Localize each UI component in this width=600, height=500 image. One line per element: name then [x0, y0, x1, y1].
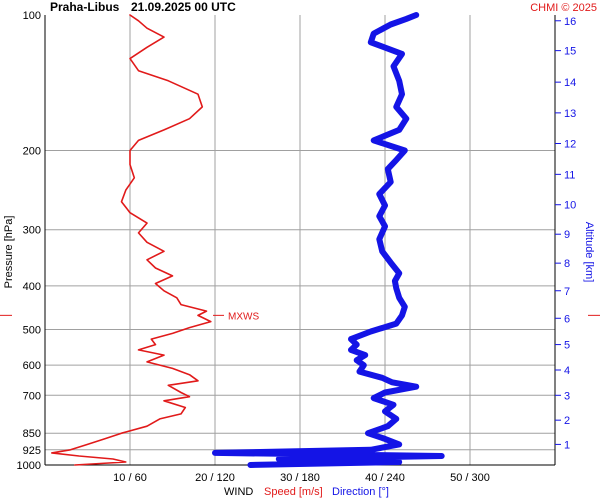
pressure-tick-label: 200 [23, 145, 41, 157]
altitude-tick-label: 10 [564, 200, 576, 212]
station-title: Praha-Libus [50, 0, 120, 14]
mxws-marker: MXWS [0, 311, 600, 322]
pressure-tick-label: 925 [23, 445, 41, 457]
grid-lines [45, 15, 555, 465]
wind-speed-line [50, 14, 212, 466]
pressure-tick-label: 400 [23, 281, 41, 293]
datetime-title: 21.09.2025 00 UTC [131, 0, 236, 14]
altitude-tick-label: 12 [564, 139, 576, 151]
wind-tick-label: 10 / 60 [113, 472, 147, 484]
altitude-tick-label: 2 [564, 415, 570, 427]
wind-tick-label: 40 / 240 [365, 472, 405, 484]
altitude-axis-title: Altitude [km] [583, 222, 595, 283]
altitude-tick-label: 3 [564, 390, 570, 402]
altitude-tick-label: 4 [564, 365, 570, 377]
altitude-tick-label: 15 [564, 46, 576, 58]
pressure-tick-label: 850 [23, 428, 41, 440]
pressure-axis-title: Pressure [hPa] [3, 216, 15, 289]
wind-tick-label: 30 / 180 [280, 472, 320, 484]
wind-axis-title: WIND [224, 486, 253, 498]
wind-tick-label: 20 / 120 [195, 472, 235, 484]
pressure-tick-label: 600 [23, 360, 41, 372]
altitude-tick-label: 1 [564, 439, 570, 451]
wind-axis: 10 / 60 20 / 120 30 / 180 40 / 240 50 / 300 [113, 472, 490, 484]
altitude-tick-label: 8 [564, 258, 570, 270]
altitude-tick-label: 13 [564, 108, 576, 120]
direction-axis-title: Direction [°] [332, 486, 389, 498]
altitude-tick-label: 5 [564, 340, 570, 352]
pressure-tick-label: 300 [23, 225, 41, 237]
pressure-axis: 100 200 300 400 500 600 700 850 925 1000 [17, 10, 41, 472]
wind-tick-label: 50 / 300 [450, 472, 490, 484]
speed-axis-title: Speed [m/s] [264, 486, 323, 498]
altitude-tick-label: 7 [564, 286, 570, 298]
altitude-tick-label: 9 [564, 229, 570, 241]
altitude-tick-label: 14 [564, 77, 576, 89]
credit-label: CHMI © 2025 [530, 2, 597, 14]
pressure-tick-label: 1000 [17, 460, 41, 472]
mxws-label: MXWS [228, 311, 259, 322]
wind-direction-line [212, 12, 445, 468]
pressure-tick-label: 500 [23, 325, 41, 337]
pressure-tick-label: 100 [23, 10, 41, 22]
altitude-tick-label: 11 [564, 169, 575, 181]
altitude-tick-label: 6 [564, 313, 570, 325]
altitude-tick-label: 16 [564, 16, 576, 28]
series-lines [50, 12, 445, 468]
pressure-tick-label: 700 [23, 390, 41, 402]
